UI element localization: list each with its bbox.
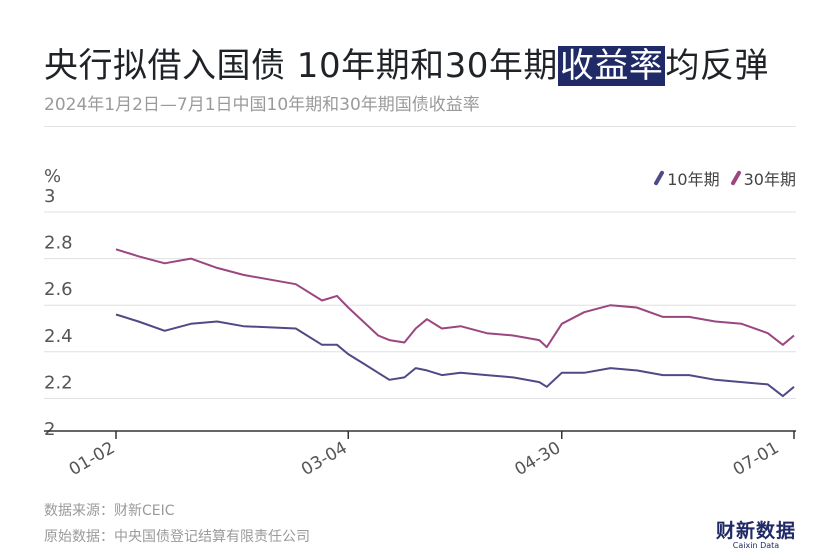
title-prefix: 央行拟借入国债 10年期和30年期 — [44, 46, 558, 86]
x-tick-label: 07-01 — [730, 438, 783, 480]
y-tick-label: 3 — [44, 186, 55, 207]
y-tick-label: 2.6 — [44, 279, 73, 300]
series-line-30y — [115, 248, 795, 349]
logo-cn: 财新数据 — [715, 520, 796, 542]
caixin-data-logo: 财新数据 Caixin Data — [716, 516, 796, 550]
legend-item-30y: 30年期 — [729, 166, 796, 190]
y-tick-label: 2.4 — [44, 326, 73, 347]
y-tick-label: 2.2 — [44, 372, 73, 393]
x-tick-label: 03-04 — [298, 438, 351, 480]
chart-title: 央行拟借入国债 10年期和30年期收益率均反弹 — [44, 38, 769, 87]
y-tick-label: 2 — [44, 419, 55, 440]
legend-label-30y: 30年期 — [743, 170, 796, 189]
x-tick-label: 01-02 — [66, 438, 119, 480]
y-tick-label: 2.8 — [44, 233, 73, 254]
x-tick-label: 04-30 — [511, 438, 564, 480]
y-axis-unit: % — [44, 166, 62, 187]
header-divider — [44, 126, 796, 127]
chart-subtitle: 2024年1月2日—7月1日中国10年期和30年期国债收益率 — [44, 95, 480, 115]
legend: 10年期 30年期 — [653, 166, 796, 190]
series-line-10y — [115, 313, 795, 398]
logo-en: Caixin Data — [732, 541, 780, 550]
title-highlight: 收益率 — [557, 46, 666, 86]
legend-label-10y: 10年期 — [667, 170, 720, 189]
original-data-source: 原始数据：中央国债登记结算有限责任公司 — [44, 529, 310, 545]
data-source: 数据来源：财新CEIC — [44, 503, 175, 519]
legend-item-10y: 10年期 — [653, 166, 720, 190]
title-suffix: 均反弹 — [665, 46, 769, 86]
